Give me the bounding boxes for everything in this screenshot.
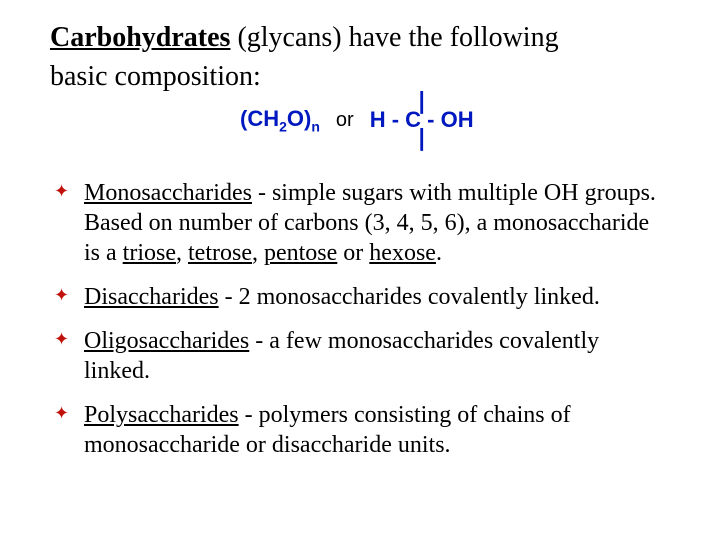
- sep-2: ,: [252, 240, 264, 266]
- term-di: Disaccharides: [84, 284, 219, 310]
- struct-top-bond: |: [419, 91, 425, 112]
- term-hexose: hexose: [369, 240, 436, 266]
- term-poly: Polysaccharides: [84, 402, 239, 428]
- term-triose: triose: [123, 240, 176, 266]
- struct-bot-bond: |: [419, 128, 425, 149]
- term-mono: Monosaccharides: [84, 180, 252, 206]
- title-line-2: basic composition:: [50, 59, 670, 94]
- title-rest-1: (glycans) have the following: [230, 22, 558, 53]
- formula-mid: O): [287, 106, 311, 131]
- bullet-list: Monosaccharides - simple sugars with mul…: [50, 178, 670, 460]
- formula-sub1: 2: [279, 118, 287, 134]
- slide-container: Carbohydrates (glycans) have the followi…: [0, 0, 720, 494]
- bullet-monosaccharides: Monosaccharides - simple sugars with mul…: [50, 178, 670, 268]
- formula-sub2: n: [311, 118, 320, 134]
- title-line-1: Carbohydrates (glycans) have the followi…: [50, 20, 670, 55]
- text-di: - 2 monosaccharides covalently linked.: [219, 284, 600, 310]
- sep-3: or: [337, 240, 369, 266]
- empirical-formula: (CH2O)n: [240, 106, 320, 134]
- structural-formula: | H - C - OH |: [370, 92, 474, 148]
- bullet-polysaccharides: Polysaccharides - polymers consisting of…: [50, 400, 670, 460]
- or-word: or: [336, 109, 354, 132]
- bullet-disaccharides: Disaccharides - 2 monosaccharides covale…: [50, 282, 670, 312]
- sep-1: ,: [176, 240, 188, 266]
- tail-1: .: [436, 240, 442, 266]
- term-tetrose: tetrose: [188, 240, 252, 266]
- formula-row: (CH2O)n or | H - C - OH |: [240, 92, 670, 148]
- title-keyword: Carbohydrates: [50, 22, 230, 53]
- term-pentose: pentose: [264, 240, 337, 266]
- bullet-oligosaccharides: Oligosaccharides - a few monosaccharides…: [50, 326, 670, 386]
- term-oligo: Oligosaccharides: [84, 328, 249, 354]
- formula-pre: (CH: [240, 106, 279, 131]
